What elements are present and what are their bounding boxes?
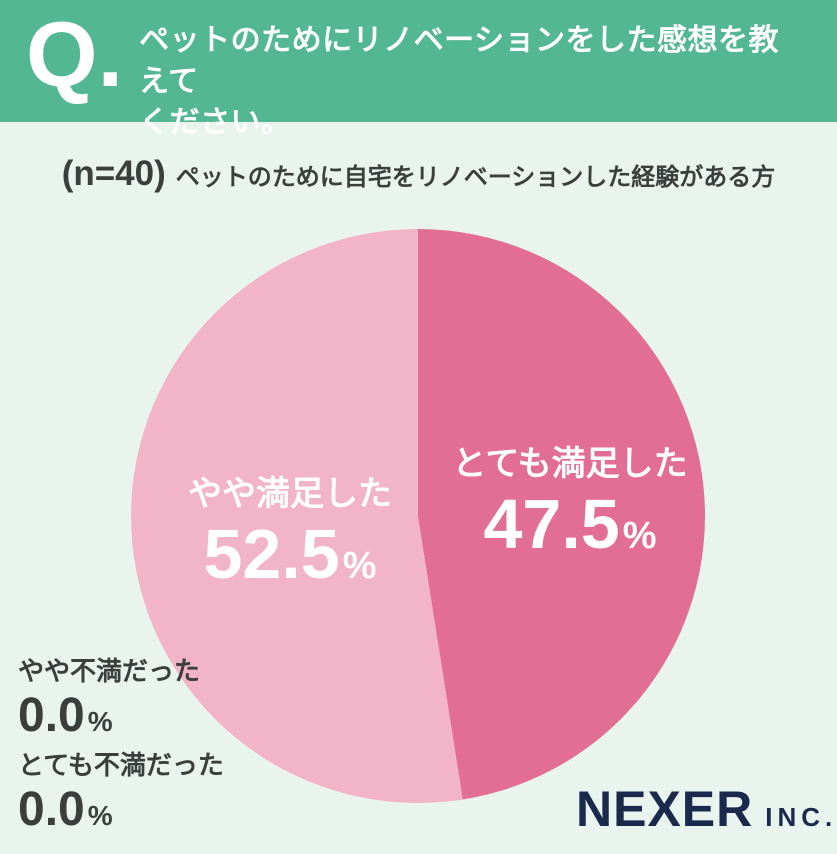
segment-label-somewhat-dissatisfied: やや不満だった 0.0% — [18, 654, 200, 743]
segment-name: やや満足した — [188, 475, 392, 513]
segment-value-number: 0.0 — [18, 783, 85, 836]
segment-value-number: 0.0 — [18, 689, 85, 742]
segment-name: とても満足した — [452, 445, 688, 483]
question-header: Q. ペットのためにリノベーションをした感想を教えて ください。 — [0, 0, 837, 139]
segment-label-very-satisfied: とても満足した 47.5% — [425, 442, 715, 562]
segment-value: 0.0% — [18, 783, 224, 837]
sample-size: (n=40) — [61, 154, 166, 193]
q-mark: Q. — [26, 4, 124, 106]
sample-description: ペットのために自宅をリノベーションした経験がある方 — [175, 164, 776, 191]
percent-sign: % — [342, 545, 377, 587]
question-title-line2: ください。 — [139, 106, 292, 139]
percent-sign: % — [622, 515, 657, 557]
segment-value: 52.5% — [150, 515, 430, 593]
sample-note: (n=40) ペットのために自宅をリノベーションした経験がある方 — [0, 152, 837, 203]
percent-sign: % — [87, 706, 113, 737]
brand-logo: NEXER INC. — [576, 780, 837, 838]
percent-sign: % — [87, 800, 113, 831]
segment-name: とても不満だった — [18, 750, 224, 780]
segment-value: 0.0% — [18, 689, 200, 743]
segment-name: やや不満だった — [18, 656, 201, 686]
brand-suffix: INC. — [765, 802, 837, 832]
question-title-line1: ペットのためにリノベーションをした感想を教えて — [139, 24, 780, 98]
segment-value-number: 52.5 — [203, 515, 340, 593]
brand-name: NEXER — [576, 781, 754, 837]
question-title: ペットのためにリノベーションをした感想を教えて ください。 — [139, 10, 807, 143]
segment-label-somewhat-satisfied: やや満足した 52.5% — [150, 472, 430, 592]
segment-label-very-dissatisfied: とても不満だった 0.0% — [18, 748, 224, 837]
segment-value: 47.5% — [425, 485, 715, 563]
segment-value-number: 47.5 — [483, 485, 620, 563]
pie-chart — [131, 229, 705, 803]
